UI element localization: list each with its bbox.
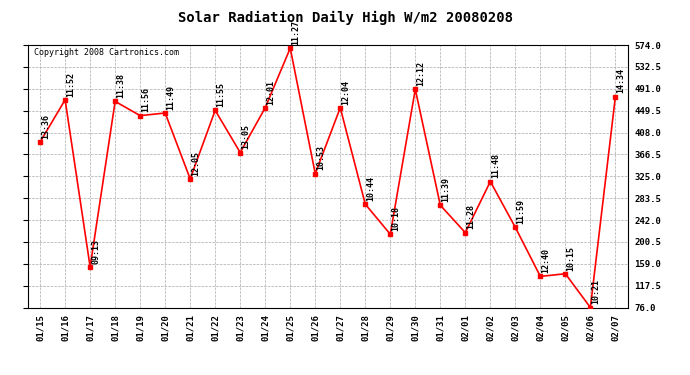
Text: 13:36: 13:36	[41, 114, 50, 139]
Text: 11:38: 11:38	[117, 73, 126, 98]
Text: 11:55: 11:55	[217, 82, 226, 107]
Text: 12:01: 12:01	[266, 80, 275, 105]
Text: 12:40: 12:40	[542, 248, 551, 273]
Text: 11:27: 11:27	[291, 20, 300, 45]
Text: 11:48: 11:48	[491, 153, 500, 178]
Text: 13:05: 13:05	[241, 124, 250, 149]
Text: 11:28: 11:28	[466, 204, 475, 230]
Text: 12:05: 12:05	[191, 151, 200, 176]
Text: 10:18: 10:18	[391, 206, 400, 231]
Text: 11:56: 11:56	[141, 87, 150, 112]
Text: 12:04: 12:04	[342, 80, 351, 105]
Text: 12:12: 12:12	[417, 61, 426, 86]
Text: 11:39: 11:39	[442, 177, 451, 202]
Text: 09:13: 09:13	[91, 239, 100, 264]
Text: 11:49: 11:49	[166, 85, 175, 110]
Text: 11:59: 11:59	[517, 199, 526, 224]
Text: 11:52: 11:52	[66, 72, 75, 97]
Text: 10:44: 10:44	[366, 176, 375, 201]
Text: Solar Radiation Daily High W/m2 20080208: Solar Radiation Daily High W/m2 20080208	[177, 11, 513, 26]
Text: 14:34: 14:34	[617, 69, 626, 93]
Text: 10:53: 10:53	[317, 146, 326, 171]
Text: Copyright 2008 Cartronics.com: Copyright 2008 Cartronics.com	[34, 48, 179, 57]
Text: 10:15: 10:15	[566, 246, 575, 271]
Text: 10:21: 10:21	[591, 279, 600, 304]
